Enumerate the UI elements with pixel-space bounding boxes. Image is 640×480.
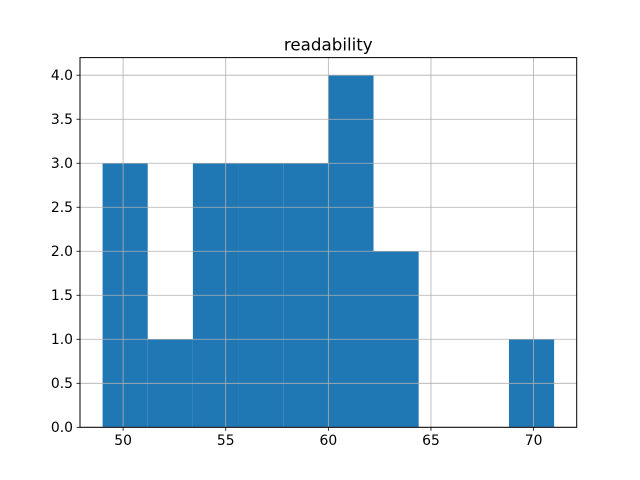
chart-title: readability xyxy=(284,35,373,55)
ticks-group: 50 55 60 65 70 0.0 0.5 1.0 1.5 2.0 2.5 3.0 3.5 4.0 xyxy=(51,68,543,449)
x-tick-label: 50 xyxy=(114,433,132,449)
y-tick-label: 2.0 xyxy=(51,244,73,260)
y-tick-label: 3.5 xyxy=(51,112,73,128)
x-tick-label: 60 xyxy=(320,433,338,449)
y-tick-label: 1.5 xyxy=(51,288,73,304)
x-tick-label: 65 xyxy=(422,433,440,449)
y-tick-label: 1.0 xyxy=(51,332,73,348)
y-tick-label: 0.0 xyxy=(51,420,73,436)
x-tick-label: 55 xyxy=(217,433,235,449)
y-tick-label: 3.0 xyxy=(51,156,73,172)
y-tick-label: 0.5 xyxy=(51,376,73,392)
x-tick-label: 70 xyxy=(525,433,543,449)
y-tick-label: 4.0 xyxy=(51,68,73,84)
y-tick-label: 2.5 xyxy=(51,200,73,216)
